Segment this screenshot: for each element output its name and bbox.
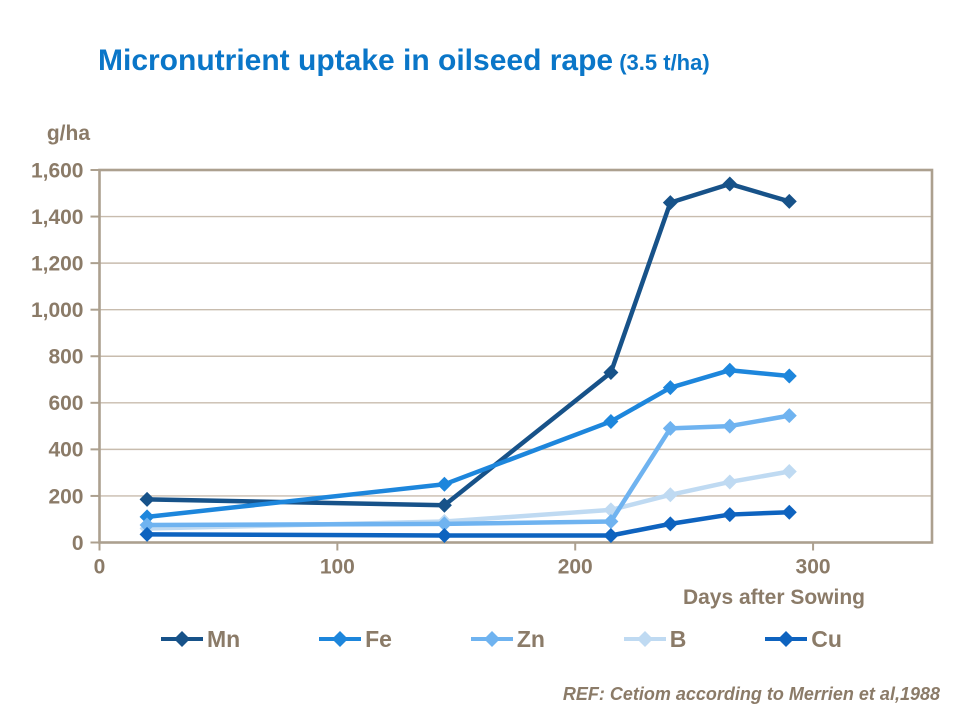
y-tick-label: 0 <box>72 532 84 555</box>
y-tick-label: 1,600 <box>31 159 84 182</box>
legend-marker-Cu <box>765 631 808 647</box>
data-point-Zn <box>603 514 619 530</box>
data-point-Mn <box>436 497 452 513</box>
data-point-Zn <box>139 517 155 533</box>
series-line-Zn <box>147 413 790 528</box>
legend-label-Fe: Fe <box>365 625 392 652</box>
data-point-Fe <box>139 509 155 525</box>
y-tick-label: 1,000 <box>31 299 84 322</box>
data-point-B <box>722 474 738 490</box>
data-point-Fe <box>662 380 678 396</box>
y-tick-label: 400 <box>48 439 83 462</box>
reference-text: REF: Cetiom according to Merrien et al,1… <box>562 684 940 704</box>
legend-label-Cu: Cu <box>811 625 842 652</box>
data-point-Cu <box>781 504 797 520</box>
data-point-Fe <box>722 362 738 378</box>
data-point-Fe <box>781 368 797 384</box>
y-tick-label: 800 <box>48 346 83 369</box>
legend-marker-Mn <box>161 631 203 647</box>
data-point-Cu <box>722 507 738 523</box>
x-axis-title: Days after Sowing <box>682 586 865 609</box>
data-point-Fe <box>436 476 452 492</box>
data-point-Mn <box>722 176 738 192</box>
series-line-Mn <box>147 181 790 508</box>
data-point-Zn <box>722 418 738 434</box>
legend-item-Cu: Cu <box>762 626 842 653</box>
series-line-Cu <box>147 509 790 538</box>
chart-title-unit: (3.5 t/ha) <box>613 50 710 75</box>
data-point-B <box>662 487 678 503</box>
x-tick-label: 100 <box>320 556 355 579</box>
legend-label-B: B <box>669 625 687 652</box>
data-point-Cu <box>603 528 619 544</box>
legend-marker-Fe <box>319 631 362 647</box>
legend-item-Mn: Mn <box>158 626 240 653</box>
x-tick-label: 300 <box>796 556 831 579</box>
x-tick-label: 0 <box>94 556 106 579</box>
chart-legend: Mn Fe Zn B Cu <box>158 622 842 656</box>
chart-title-main: Micronutrient uptake in oilseed rape <box>98 44 614 77</box>
data-point-Cu <box>662 516 678 532</box>
data-point-Mn <box>662 195 678 211</box>
data-point-Mn <box>603 365 619 381</box>
data-point-B <box>781 463 797 479</box>
legend-label-Zn: Zn <box>516 625 545 652</box>
legend-label-Mn: Mn <box>207 625 241 652</box>
y-tick-label: 200 <box>48 485 83 508</box>
legend-marker-B <box>623 631 666 647</box>
data-point-Fe <box>603 413 619 429</box>
data-point-Cu <box>436 528 452 544</box>
legend-item-Zn: Zn <box>468 626 545 653</box>
data-point-Mn <box>139 491 155 507</box>
y-tick-label: 600 <box>48 392 83 415</box>
chart-title: Micronutrient uptake in oilseed rape (3.… <box>98 44 710 78</box>
legend-item-B: B <box>621 625 687 653</box>
y-tick-label: 1,400 <box>31 206 84 229</box>
data-point-Zn <box>781 408 797 424</box>
legend-marker-Zn <box>470 631 513 647</box>
data-point-Zn <box>662 420 678 436</box>
data-point-Zn <box>436 516 452 532</box>
y-axis-title: g/ha <box>46 122 90 145</box>
x-tick-label: 200 <box>558 556 593 579</box>
data-point-Cu <box>139 526 155 542</box>
data-point-Mn <box>781 193 797 209</box>
series-line-Fe <box>146 367 790 520</box>
legend-item-Fe: Fe <box>316 626 392 653</box>
y-tick-label: 1,200 <box>31 252 84 275</box>
